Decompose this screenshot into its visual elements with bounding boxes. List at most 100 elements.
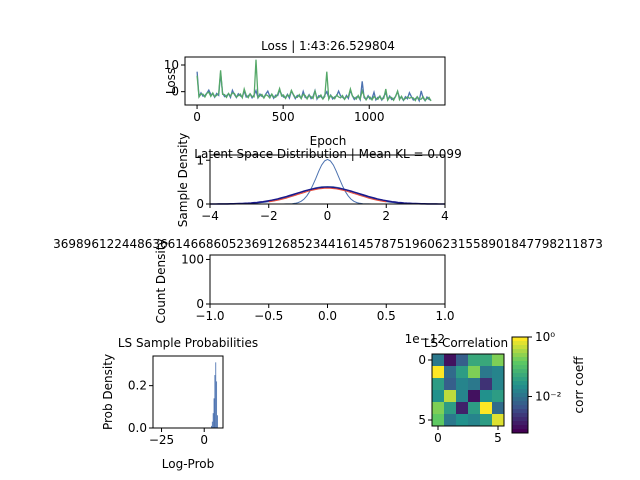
correlation-cell — [480, 390, 492, 402]
colorbar-segment — [512, 369, 528, 373]
colorbar-tick-label: 10⁰ — [535, 330, 555, 344]
correlation-cell — [468, 366, 480, 378]
correlation-cell — [432, 414, 444, 426]
latent-ylabel: Sample Density — [176, 133, 190, 227]
correlation-cell — [480, 378, 492, 390]
colorbar-segment — [512, 365, 528, 369]
count-y-tick-label: 100 — [181, 252, 204, 266]
colorbar-segment — [512, 421, 528, 425]
correlation-cell — [468, 354, 480, 366]
probs-x-tick-label: −25 — [149, 433, 174, 447]
probs-y-tick-label: 0.0 — [128, 421, 147, 435]
correlation-cell — [456, 366, 468, 378]
correlation-cell — [444, 366, 456, 378]
correlation-cell — [480, 402, 492, 414]
count-x-tick-label: −0.5 — [254, 309, 283, 323]
colorbar-segment — [512, 409, 528, 413]
correlation-cell — [432, 378, 444, 390]
count-title: 3698961224486366146686052369126852344161… — [53, 237, 603, 251]
colorbar-segment — [512, 381, 528, 385]
correlation-colorbar-label: corr coeff — [572, 356, 586, 414]
colorbar-segment — [512, 397, 528, 401]
loss-x-tick-label: 500 — [272, 110, 295, 124]
latent-y-tick-label: 0 — [196, 197, 204, 211]
probs-bar — [214, 375, 215, 428]
correlation-cell — [456, 414, 468, 426]
count-x-tick-label: 1.0 — [435, 309, 454, 323]
colorbar-segment — [512, 349, 528, 353]
latent-y-tick-label: 1 — [196, 153, 204, 167]
probs-ylabel: Prob Density — [101, 354, 115, 430]
latent-curve-0 — [210, 159, 445, 204]
correlation-cell — [432, 366, 444, 378]
correlation-cell — [492, 390, 504, 402]
count-ylabel: Count Density — [154, 238, 168, 323]
colorbar-segment — [512, 425, 528, 429]
probs-bar — [216, 381, 217, 428]
colorbar-segment — [512, 361, 528, 365]
correlation-cell — [456, 390, 468, 402]
correlation-cell — [432, 402, 444, 414]
loss-series-1-line — [197, 60, 431, 101]
count-plot-area: −1.0 −0.5 0.0 0.5 1.0 0 100 — [181, 252, 454, 323]
correlation-cell — [456, 402, 468, 414]
latent-x-tick-label: −4 — [201, 209, 219, 223]
probs-x-tick-label: 0 — [200, 433, 208, 447]
correlation-title: LS Correlation — [424, 336, 508, 350]
probs-bar — [213, 413, 214, 428]
count-y-tick-label: 0 — [196, 297, 204, 311]
correlation-x-tick-label: 0 — [434, 431, 442, 445]
probs-bar — [214, 398, 215, 428]
correlation-cell — [444, 390, 456, 402]
correlation-cell — [468, 414, 480, 426]
correlation-cell — [492, 378, 504, 390]
latent-red-curve — [269, 188, 387, 202]
correlation-cell — [480, 354, 492, 366]
correlation-cell — [456, 354, 468, 366]
loss-title: Loss | 1:43:26.529804 — [261, 39, 395, 53]
correlation-cell — [480, 414, 492, 426]
correlation-cell — [444, 354, 456, 366]
probs-y-tick-label: 0.2 — [128, 379, 147, 393]
correlation-cell — [480, 366, 492, 378]
correlation-cell — [468, 378, 480, 390]
correlation-y-tick-label: 5 — [418, 413, 426, 427]
probs-axes-frame — [153, 356, 223, 428]
latent-title: Latent Space Distribution | Mean KL = 0.… — [194, 147, 461, 161]
latent-x-tick-label: 4 — [441, 209, 449, 223]
latent-plot-area: −4−202401 — [196, 153, 448, 223]
latent-curve-1 — [210, 187, 445, 205]
probs-title: LS Sample Probabilities — [118, 336, 258, 350]
count-x-tick-label: −1.0 — [195, 309, 224, 323]
probs-bar — [212, 422, 213, 428]
colorbar-segment — [512, 373, 528, 377]
latent-x-tick-label: 2 — [382, 209, 390, 223]
colorbar-segment — [512, 405, 528, 409]
colorbar-tick-label: 10⁻² — [535, 390, 562, 404]
colorbar-segment — [512, 413, 528, 417]
colorbar-segment — [512, 389, 528, 393]
correlation-cell — [444, 402, 456, 414]
colorbar-segment — [512, 393, 528, 397]
latent-axes-frame — [210, 155, 445, 204]
colorbar-segment — [512, 401, 528, 405]
latent-curve-2 — [210, 187, 445, 204]
correlation-cell — [492, 402, 504, 414]
correlation-cell — [432, 354, 444, 366]
correlation-cell — [444, 414, 456, 426]
latent-x-tick-label: −2 — [260, 209, 278, 223]
colorbar-segment — [512, 341, 528, 345]
loss-xlabel: Epoch — [310, 134, 347, 148]
count-x-tick-label: 0.5 — [377, 309, 396, 323]
count-axes-frame — [210, 255, 445, 304]
count-x-tick-label: 0.0 — [318, 309, 337, 323]
correlation-cell — [492, 354, 504, 366]
colorbar-segment — [512, 345, 528, 349]
colorbar-segment — [512, 377, 528, 381]
correlation-cell — [492, 414, 504, 426]
correlation-cell — [456, 378, 468, 390]
colorbar-segment — [512, 337, 528, 341]
colorbar-segment — [512, 385, 528, 389]
correlation-y-tick-label: 0 — [418, 353, 426, 367]
